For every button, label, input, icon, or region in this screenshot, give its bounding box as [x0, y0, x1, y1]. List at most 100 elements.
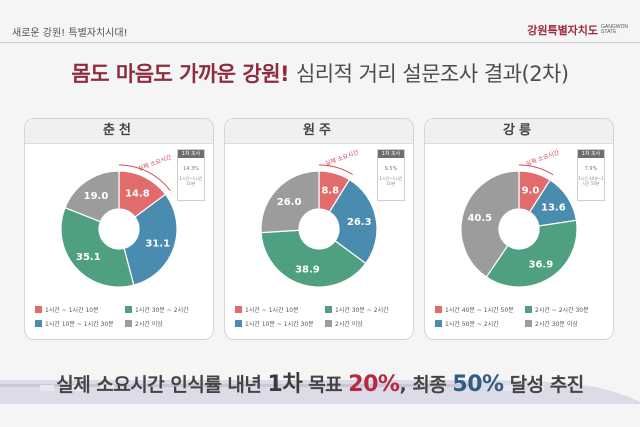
slice-label: 26.0	[277, 197, 302, 208]
slice-label: 9.0	[522, 186, 540, 197]
brand-english: GANGWON STATE	[601, 24, 628, 35]
legend-item: 1시간 40분 ~ 1시간 50분	[435, 305, 521, 314]
legend-item: 1시간 ~ 1시간 10분	[235, 305, 321, 314]
survey-note: 1시간~1시간 10분	[179, 176, 203, 186]
legend-swatch	[235, 320, 242, 327]
header-divider	[0, 42, 640, 43]
pie-slice	[123, 193, 178, 286]
bottom-text-5: 달성 추진	[509, 374, 585, 396]
legend-item: 1시간 10분 ~ 1시간 30분	[35, 319, 121, 328]
donut-chart: 9.013.6 36.9 40.5 실제 소요시간	[460, 148, 578, 288]
pie-slice	[260, 170, 320, 234]
slice-label: 14.8	[125, 188, 150, 199]
legend-item: 2시간 ~ 2시간 30분	[525, 305, 611, 314]
bottom-target-2: 50%	[452, 372, 504, 397]
brand-name: 강원특별자치도	[527, 24, 599, 37]
legend-label: 1시간 30분 ~ 2시간	[135, 307, 189, 314]
slice-label: 19.0	[84, 191, 109, 202]
slice-label: 13.6	[541, 203, 566, 214]
legend-swatch	[125, 306, 132, 313]
legend-swatch	[435, 320, 442, 327]
legend-item: 1시간 30분 ~ 2시간	[125, 305, 211, 314]
annotation-label: 실제 소요시간	[525, 148, 561, 168]
annotation-label: 실제 소요시간	[137, 153, 173, 173]
slice-label: 40.5	[467, 213, 492, 224]
bottom-text-3: 목표	[308, 374, 343, 396]
title-main: 심리적 거리 설문조사 결과(2차)	[295, 62, 569, 86]
legend-label: 1시간 30분 ~ 2시간	[335, 307, 389, 314]
first-survey-box: 1차 조사 9.5% 1시간~1시간 10분	[377, 149, 405, 201]
legend-swatch	[235, 306, 242, 313]
annotation-arc	[318, 164, 353, 175]
card-title: 춘천	[25, 119, 213, 144]
chart-legend: 1시간 ~ 1시간 10분 1시간 30분 ~ 2시간 1시간 10분 ~ 1시간 …	[235, 305, 411, 328]
pie-slice	[60, 206, 135, 288]
annotation-arc	[518, 164, 554, 176]
legend-item: 2시간 이상	[125, 319, 211, 328]
pie-slice	[64, 170, 120, 223]
legend-swatch	[525, 320, 532, 327]
legend-label: 1시간 40분 ~ 1시간 50분	[445, 307, 514, 314]
slice-label: 8.8	[321, 186, 339, 197]
card-title: 강릉	[425, 119, 613, 144]
legend-label: 2시간 30분 이상	[535, 321, 578, 328]
legend-label: 2시간 ~ 2시간 30분	[535, 307, 589, 314]
pie-slice	[460, 170, 520, 278]
legend-label: 1시간 10분 ~ 1시간 30분	[45, 321, 114, 328]
legend-label: 1시간 ~ 1시간 10분	[45, 307, 99, 314]
survey-value: 9.5%	[384, 166, 398, 172]
legend-label: 1시간 10분 ~ 1시간 30분	[245, 321, 314, 328]
survey-note: 1시간 40분~1시간 50분	[578, 176, 604, 186]
legend-swatch	[525, 306, 532, 313]
card-wonju: 원주 1차 조사 9.5% 1시간~1시간 10분 8.8 26.3 38.9 26.0 실제 …	[224, 118, 414, 340]
train-illustration	[0, 380, 640, 404]
survey-value: 7.9%	[584, 166, 598, 172]
legend-item: 1시간 ~ 1시간 10분	[35, 305, 121, 314]
legend-item: 1시간 10분 ~ 1시간 30분	[235, 319, 321, 328]
bottom-target-1: 20%	[348, 372, 400, 397]
first-survey-box: 1차 조사 14.3% 1시간~1시간 10분	[177, 149, 205, 201]
bottom-text-4: , 최종	[399, 374, 447, 396]
legend-swatch	[435, 306, 442, 313]
first-survey-box: 1차 조사 7.9% 1시간 40분~1시간 50분	[577, 149, 605, 201]
pie-slice	[485, 219, 578, 288]
card-chuncheon: 춘천 1차 조사 14.3% 1시간~1시간 10분 14.8 31.1 35.1 19.0 실…	[24, 118, 214, 340]
brand-logo: 강원특별자치도 GANGWON STATE	[527, 22, 628, 38]
survey-value: 14.3%	[183, 166, 199, 172]
donut-chart: 8.8 26.3 38.9 26.0 실제 소요시간	[260, 148, 378, 288]
chart-legend: 1시간 40분 ~ 1시간 50분 2시간 ~ 2시간 30분 1시간 50분 ~ …	[435, 305, 611, 328]
legend-swatch	[125, 320, 132, 327]
annotation-arc	[118, 164, 171, 192]
card-title: 원주	[225, 119, 413, 144]
pie-slice	[260, 229, 367, 288]
legend-swatch	[35, 306, 42, 313]
survey-head: 1차 조사	[378, 150, 404, 158]
slogan-text: 새로운 강원! 특별자치시대!	[12, 28, 128, 39]
page-title: 몸도 마음도 가까운 강원! 심리적 거리 설문조사 결과(2차)	[0, 58, 640, 88]
legend-item: 1시간 30분 ~ 2시간	[325, 305, 411, 314]
legend-label: 2시간 이상	[335, 321, 363, 328]
card-gangneung: 강릉 1차 조사 7.9% 1시간 40분~1시간 50분 9.0 13.6 36.9 40.…	[424, 118, 614, 340]
survey-note: 1시간~1시간 10분	[379, 176, 403, 186]
legend-swatch	[35, 320, 42, 327]
legend-item: 2시간 이상	[325, 319, 411, 328]
chart-legend: 1시간 ~ 1시간 10분 1시간 30분 ~ 2시간 1시간 10분 ~ 1시간 …	[35, 305, 211, 328]
legend-item: 1시간 50분 ~ 2시간	[435, 319, 521, 328]
legend-label: 1시간 ~ 1시간 10분	[245, 307, 299, 314]
survey-head: 1차 조사	[578, 150, 604, 158]
slice-label: 36.9	[529, 260, 554, 271]
slice-label: 38.9	[295, 264, 320, 275]
legend-swatch	[325, 320, 332, 327]
donut-chart: 14.8 31.1 35.1 19.0 실제 소요시간	[60, 153, 178, 288]
survey-head: 1차 조사	[178, 150, 204, 158]
bottom-message: 실제 소요시간 인식률 내년 1차 목표 20%, 최종 50% 달성 추진	[0, 366, 640, 398]
bottom-text-1: 실제 소요시간 인식률 내년	[56, 374, 262, 396]
pie-slice	[328, 178, 378, 265]
legend-swatch	[325, 306, 332, 313]
annotation-label: 실제 소요시간	[324, 148, 360, 168]
bottom-text-2: 1차	[267, 372, 303, 397]
slice-label: 35.1	[76, 252, 101, 263]
legend-label: 1시간 50분 ~ 2시간	[445, 321, 499, 328]
title-accent: 몸도 마음도 가까운 강원!	[71, 62, 290, 86]
legend-item: 2시간 30분 이상	[525, 319, 611, 328]
